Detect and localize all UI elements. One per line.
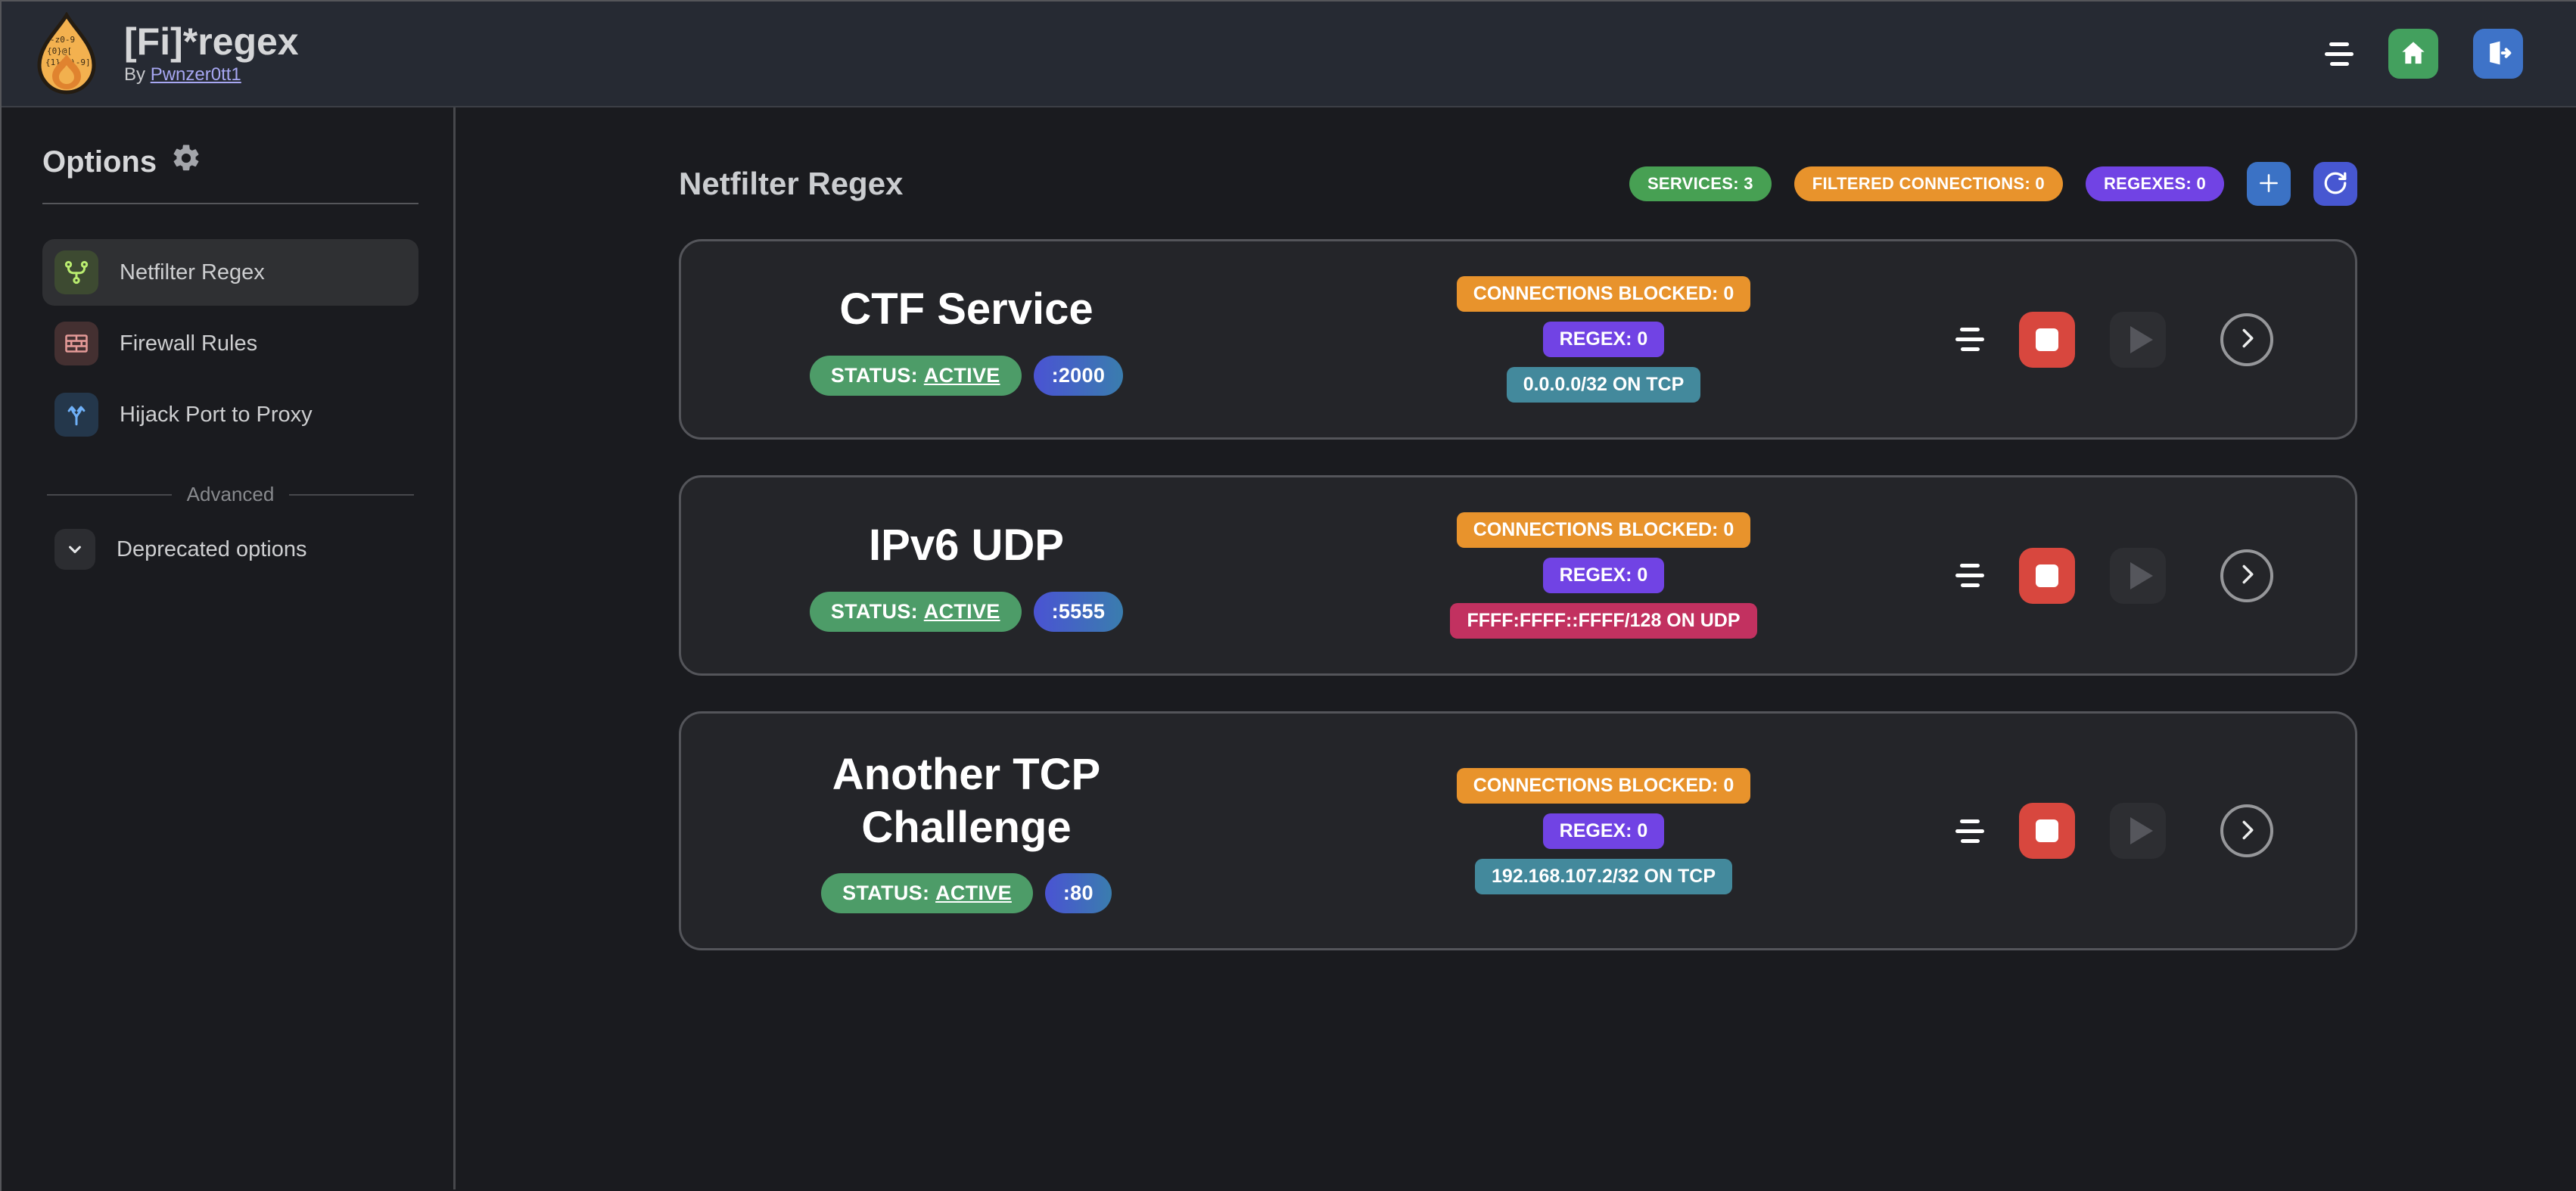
add-service-button[interactable] [2247, 162, 2291, 206]
status-badge[interactable]: STATUS: ACTIVE [821, 873, 1033, 914]
byline: By Pwnzer0tt1 [124, 64, 299, 86]
service-details-button[interactable] [2220, 804, 2273, 858]
split-arrows-icon [54, 393, 98, 437]
service-menu-lines-icon[interactable] [1955, 819, 1984, 843]
start-service-button[interactable] [2110, 547, 2166, 604]
sidebar-item-netfilter-regex[interactable]: Netfilter Regex [42, 239, 418, 306]
author-link[interactable]: Pwnzer0tt1 [150, 64, 241, 86]
app-logo-flame-icon: -z0-9 {0}@[ {1}| )-9] [29, 11, 104, 96]
sidebar-item-label: Hijack Port to Proxy [120, 402, 313, 427]
chevron-right-icon [2233, 816, 2260, 846]
start-service-button[interactable] [2110, 803, 2166, 860]
port-badge: :5555 [1033, 591, 1124, 632]
play-icon [2130, 325, 2153, 353]
status-badge[interactable]: STATUS: ACTIVE [809, 355, 1022, 396]
service-name: IPv6 UDP [869, 521, 1064, 571]
sidebar: Options Netfilter Regex [2, 107, 456, 1189]
play-icon [2130, 817, 2153, 845]
plus-icon [2256, 170, 2282, 198]
chevron-down-icon [54, 529, 95, 570]
service-name: Another TCP Challenge [832, 750, 1101, 852]
port-badge: :2000 [1033, 355, 1124, 396]
play-icon [2130, 561, 2153, 589]
home-icon [2398, 38, 2428, 70]
regex-count-badge: REGEX: 0 [1542, 558, 1665, 593]
refresh-button[interactable] [2313, 162, 2357, 206]
svg-text:-z0-9: -z0-9 [50, 35, 75, 45]
sidebar-item-label: Firewall Rules [120, 331, 258, 356]
deprecated-options-label: Deprecated options [117, 536, 307, 561]
stop-service-button[interactable] [2019, 547, 2075, 604]
chevron-right-icon [2233, 325, 2260, 354]
main-panel: Netfilter Regex SERVICES: 3 FILTERED CON… [456, 107, 2576, 1189]
advanced-section-divider: Advanced [47, 483, 414, 506]
sidebar-heading: Options [42, 145, 157, 179]
regex-count-badge: REGEX: 0 [1542, 813, 1665, 849]
sidebar-item-hijack-port-to-proxy[interactable]: Hijack Port to Proxy [42, 381, 418, 448]
logout-icon [2483, 38, 2513, 70]
regex-count-badge: REGEX: 0 [1542, 322, 1665, 357]
page-title: Netfilter Regex [679, 166, 904, 201]
filtered-connections-badge: FILTERED CONNECTIONS: 0 [1794, 166, 2063, 201]
service-details-button[interactable] [2220, 549, 2273, 602]
refresh-icon [2322, 170, 2348, 198]
sidebar-item-deprecated-options[interactable]: Deprecated options [42, 529, 418, 570]
sidebar-item-label: Netfilter Regex [120, 260, 265, 285]
branch-icon [54, 250, 98, 294]
service-menu-lines-icon[interactable] [1955, 564, 1984, 587]
service-card: Another TCP Challenge STATUS: ACTIVE :80… [679, 711, 2357, 951]
address-badge: 192.168.107.2/32 ON TCP [1474, 858, 1733, 894]
sidebar-item-firewall-rules[interactable]: Firewall Rules [42, 310, 418, 377]
advanced-label: Advanced [186, 483, 275, 505]
connections-blocked-badge: CONNECTIONS BLOCKED: 0 [1456, 512, 1751, 548]
address-badge: FFFF:FFFF::FFFF/128 ON UDP [1450, 603, 1757, 639]
app-title: [Fi]*regex [124, 20, 299, 63]
service-details-button[interactable] [2220, 313, 2273, 366]
stop-icon [2036, 819, 2058, 843]
brick-wall-icon [54, 322, 98, 365]
start-service-button[interactable] [2110, 311, 2166, 368]
stop-icon [2036, 564, 2058, 587]
service-card: CTF Service STATUS: ACTIVE :2000 CONNECT… [679, 239, 2357, 440]
connections-blocked-badge: CONNECTIONS BLOCKED: 0 [1456, 767, 1751, 804]
sidebar-divider [42, 203, 418, 204]
logout-button[interactable] [2473, 29, 2523, 79]
service-card-list: CTF Service STATUS: ACTIVE :2000 CONNECT… [679, 239, 2357, 951]
chevron-right-icon [2233, 561, 2260, 590]
gear-icon [170, 142, 202, 182]
top-bar: -z0-9 {0}@[ {1}| )-9] [Fi]*regex By Pwnz… [2, 2, 2576, 107]
connections-blocked-badge: CONNECTIONS BLOCKED: 0 [1456, 276, 1751, 312]
home-button[interactable] [2388, 29, 2438, 79]
regexes-count-badge: REGEXES: 0 [2085, 166, 2224, 201]
service-menu-lines-icon[interactable] [1955, 328, 1984, 351]
stop-service-button[interactable] [2019, 311, 2075, 368]
stop-icon [2036, 328, 2058, 351]
service-name: CTF Service [839, 285, 1094, 334]
service-card: IPv6 UDP STATUS: ACTIVE :5555 CONNECTION… [679, 475, 2357, 676]
byline-prefix: By [124, 64, 146, 86]
stop-service-button[interactable] [2019, 803, 2075, 860]
status-badge[interactable]: STATUS: ACTIVE [809, 591, 1022, 632]
menu-lines-icon[interactable] [2325, 42, 2354, 66]
services-count-badge: SERVICES: 3 [1629, 166, 1772, 201]
svg-text:{0}@[: {0}@[ [47, 46, 72, 56]
port-badge: :80 [1044, 873, 1112, 914]
address-badge: 0.0.0.0/32 ON TCP [1506, 367, 1701, 403]
